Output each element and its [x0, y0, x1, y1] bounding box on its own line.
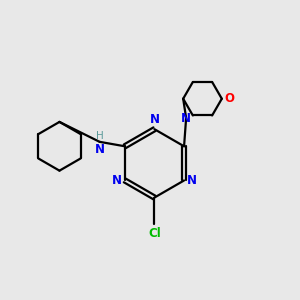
Text: N: N [187, 174, 197, 187]
Text: O: O [225, 92, 235, 105]
Text: H: H [96, 130, 104, 141]
Text: N: N [149, 112, 160, 126]
Text: N: N [112, 174, 122, 187]
Text: N: N [181, 112, 191, 124]
Text: N: N [94, 143, 105, 156]
Text: Cl: Cl [148, 227, 161, 240]
